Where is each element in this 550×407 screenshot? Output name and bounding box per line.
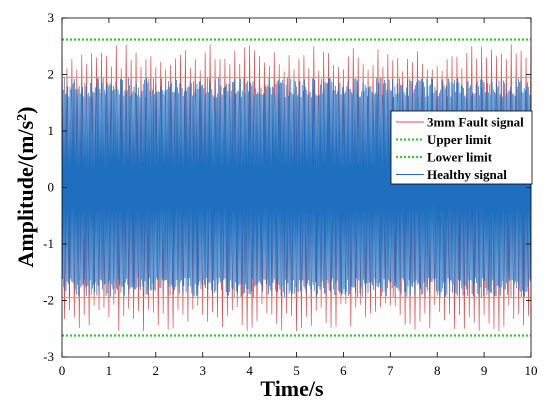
- legend-label-0: 3mm Fault signal: [427, 115, 524, 130]
- y-tick-label: -1: [43, 236, 54, 251]
- y-tick-label: 3: [48, 10, 55, 25]
- x-tick-label: 3: [199, 363, 206, 378]
- y-tick-label: 1: [48, 123, 55, 138]
- y-tick-label: 0: [48, 180, 55, 195]
- legend-box: [390, 110, 533, 185]
- y-tick-label: -3: [43, 349, 54, 364]
- y-axis-ticks: -3 -2 -1 0 1 2 3: [43, 10, 531, 364]
- legend-label-1: Upper limit: [427, 132, 492, 147]
- legend-label-2: Lower limit: [427, 150, 493, 165]
- y-axis-label: Amplitude/(m/s2): [13, 106, 38, 267]
- y-tick-label: -2: [43, 293, 54, 308]
- legend-entries: 3mm Fault signal Upper limit Lower limit He…: [396, 115, 524, 182]
- x-tick-label: 9: [481, 363, 488, 378]
- legend: 3mm Fault signal Upper limit Lower limit He…: [390, 110, 533, 185]
- x-tick-label: 0: [59, 363, 66, 378]
- y-axis-label-close: ): [13, 106, 38, 113]
- x-tick-label: 8: [434, 363, 441, 378]
- x-tick-label: 7: [387, 363, 394, 378]
- x-tick-label: 4: [246, 363, 253, 378]
- x-tick-label: 10: [525, 363, 538, 378]
- y-tick-label: 2: [48, 67, 55, 82]
- y-axis-label-superscript: 2: [15, 114, 30, 121]
- series-line-3: [61, 77, 532, 298]
- y-axis-label-main: Amplitude/(m/s: [13, 120, 38, 267]
- x-tick-label: 6: [340, 363, 347, 378]
- limits-layer: [62, 38, 531, 337]
- x-tick-label: 5: [293, 363, 300, 378]
- x-axis-label: Time/s: [260, 376, 324, 401]
- x-axis-ticks: 0 1 2 3 4 5 6 7 8 9 10: [59, 18, 538, 378]
- legend-label-3: Healthy signal: [427, 167, 507, 182]
- x-tick-label: 2: [153, 363, 160, 378]
- x-tick-label: 1: [106, 363, 113, 378]
